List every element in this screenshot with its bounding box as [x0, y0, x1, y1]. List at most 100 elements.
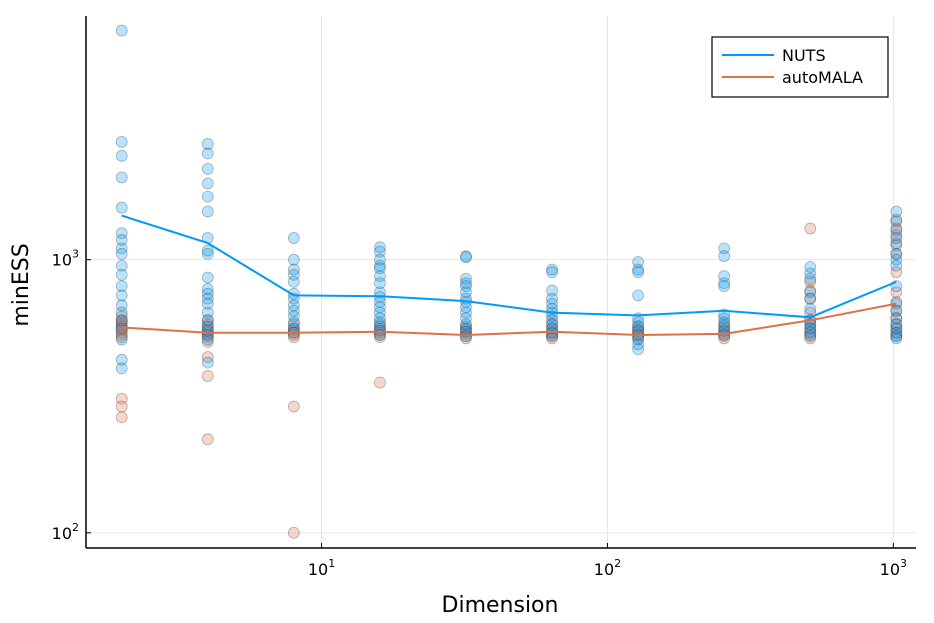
nuts-point [632, 256, 645, 268]
nuts-point [201, 205, 214, 218]
nuts-point [115, 353, 128, 366]
series-lines [121, 214, 897, 337]
nuts-point [287, 310, 300, 323]
nuts-point [460, 286, 472, 299]
nuts-point [287, 263, 300, 276]
nuts-point [804, 303, 817, 315]
nuts-point [890, 224, 903, 237]
nuts-point [201, 283, 214, 296]
automala-point [890, 237, 903, 250]
automala-point [115, 310, 128, 323]
nuts-point [115, 289, 128, 302]
automala-point [201, 318, 214, 331]
nuts-point [632, 316, 645, 329]
automala-point [287, 400, 300, 413]
nuts-point [890, 247, 903, 260]
nuts-point [374, 301, 386, 314]
legend-label-nuts: NUTS [782, 46, 826, 65]
nuts-point [890, 232, 903, 244]
nuts-point [374, 262, 386, 275]
nuts-point [546, 284, 558, 297]
nuts-point [374, 324, 386, 337]
nuts-point [115, 149, 128, 162]
nuts-point [374, 270, 386, 283]
nuts-point [890, 322, 903, 335]
nuts-point [374, 316, 386, 329]
automala-point [115, 411, 128, 424]
automala-point [287, 322, 300, 335]
automala-point [890, 326, 903, 339]
nuts-point [115, 280, 128, 293]
nuts-point [632, 289, 645, 302]
nuts-point [804, 326, 817, 339]
automala-point [804, 284, 817, 297]
nuts-point [718, 316, 731, 329]
nuts-point [804, 292, 817, 305]
nuts-point [718, 277, 731, 290]
nuts-point [115, 362, 128, 375]
nuts-point [287, 287, 300, 300]
nuts-point [374, 241, 386, 254]
automala-point [287, 318, 300, 331]
legend-label-automala: autoMALA [782, 68, 863, 87]
nuts-point [374, 277, 386, 290]
automala-point [804, 275, 817, 288]
automala-point [115, 329, 128, 341]
nuts-point [890, 239, 903, 252]
automala-point [201, 433, 214, 446]
nuts-point [890, 332, 903, 345]
automala-point [460, 320, 472, 333]
automala-point [890, 322, 903, 335]
nuts-point [115, 171, 128, 184]
automala-point [374, 376, 386, 389]
nuts-point [201, 177, 214, 190]
automala-point [201, 314, 214, 327]
nuts-point [718, 242, 731, 255]
automala-point [115, 314, 128, 327]
nuts-point [287, 268, 300, 281]
nuts-point [890, 326, 903, 339]
nuts-point [287, 232, 300, 244]
nuts-point [632, 263, 645, 276]
nuts-point [115, 314, 128, 327]
x-tick-label: 103 [880, 557, 907, 579]
y-axis-label: minESS [9, 243, 34, 326]
nuts-point [890, 312, 903, 325]
nuts-point [546, 330, 558, 343]
automala-point [890, 222, 903, 235]
nuts-point [287, 253, 300, 266]
legend: NUTS autoMALA [711, 36, 889, 98]
automala-point [804, 322, 817, 335]
nuts-point [115, 24, 128, 37]
automala-point [632, 330, 645, 343]
automala-point [201, 331, 214, 344]
nuts-point [460, 250, 472, 263]
nuts-point [115, 333, 128, 346]
nuts-point [890, 213, 903, 226]
automala-point [115, 320, 128, 333]
automala-point [115, 392, 128, 405]
automala-point [804, 325, 817, 338]
nuts-point [632, 343, 645, 356]
nuts-point [460, 306, 472, 319]
automala-point [804, 332, 817, 345]
nuts-point [201, 356, 214, 369]
automala-point [890, 297, 903, 310]
nuts-point [632, 266, 645, 279]
nuts-point [287, 322, 300, 335]
nuts-point [546, 297, 558, 310]
nuts-point [460, 280, 472, 293]
automala-point [115, 331, 128, 344]
nuts-point [718, 280, 731, 293]
automala-point [546, 332, 558, 345]
automala-point [890, 330, 903, 343]
nuts-point [201, 306, 214, 319]
nuts-point [718, 312, 731, 325]
nuts-point [201, 162, 214, 175]
nuts-point [460, 251, 472, 264]
nuts-point [546, 318, 558, 331]
nuts-point [374, 253, 386, 266]
automala-point [460, 330, 472, 343]
